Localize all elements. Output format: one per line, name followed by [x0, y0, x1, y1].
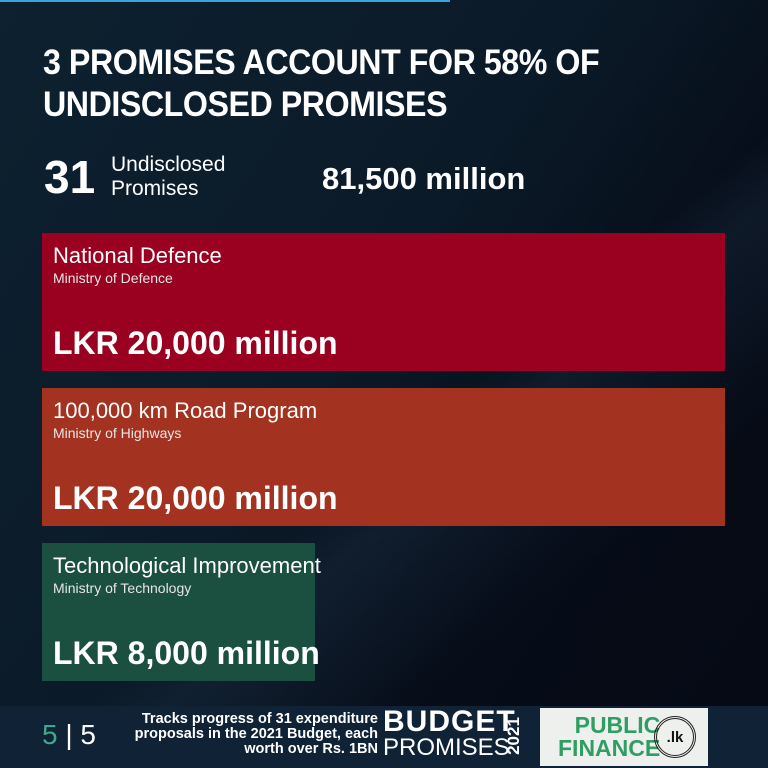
bar: Technological Improvement Ministry of Tec… [42, 543, 321, 681]
promise-count-label: Undisclosed Promises [111, 153, 225, 201]
pf-line2: FINANCE [558, 735, 661, 761]
total-amount: 81,500 million [322, 161, 526, 196]
bar-ministry-label: Ministry of Technology [53, 580, 192, 596]
pf-text: PUBLIC FINANCE [558, 714, 660, 760]
promise-count: 31 [44, 151, 96, 203]
public-finance-logo: PUBLIC FINANCE .lk [540, 708, 708, 766]
page-current: 5 [42, 719, 58, 750]
bar-ministry-label: Ministry of Defence [53, 270, 173, 286]
page-indicator: 5 | 5 [42, 719, 96, 751]
tagline: Tracks progress of 31 expenditure propos… [134, 711, 378, 757]
logo-year: 2021 [503, 712, 533, 762]
bar-category-label: Technological Improvement [53, 553, 321, 578]
count-label-line2: Promises [111, 177, 199, 200]
bar-category-label: 100,000 km Road Program [53, 398, 318, 423]
page-total: 5 [80, 719, 96, 750]
logo-year-text: 2021 [503, 717, 523, 755]
pf-seal-icon: .lk [654, 716, 696, 758]
bar: National Defence Ministry of Defence LKR 2… [42, 233, 725, 371]
bar-category-label: National Defence [53, 243, 222, 268]
page-title: 3 Promises Account for 58% of Undisclose… [43, 43, 600, 124]
page-separator: | [65, 719, 73, 750]
bar-ministry-label: Ministry of Highways [53, 425, 182, 441]
bar: 100,000 km Road Program Ministry of Highw… [42, 388, 725, 526]
top-accent-line [0, 0, 450, 2]
bar-value-label: LKR 20,000 million [53, 325, 338, 361]
logo-budget: BUDGET [383, 705, 516, 738]
budget-promises-logo: BUDGET PROMISES [383, 705, 516, 761]
logo-promises: PROMISES [383, 734, 510, 761]
bar-value-label: LKR 8,000 million [53, 635, 320, 671]
count-label-line1: Undisclosed [111, 153, 226, 176]
bar-value-label: LKR 20,000 million [53, 480, 338, 516]
pf-line1: PUBLIC [574, 712, 661, 738]
